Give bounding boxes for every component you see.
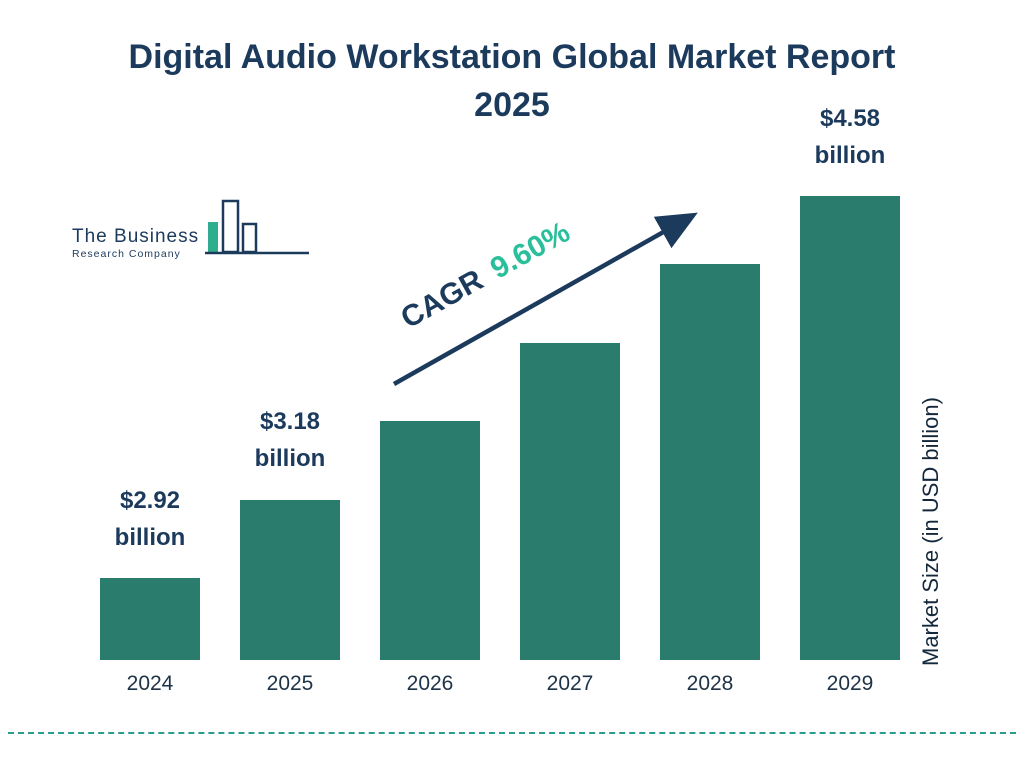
bar-value-label: $2.92 billion bbox=[114, 486, 186, 551]
bar-column: $2.92 billion 2024 bbox=[80, 100, 220, 695]
bar-chart-logo-icon bbox=[205, 199, 310, 255]
year-label: 2026 bbox=[406, 672, 454, 695]
logo-text: The Business Research Company bbox=[72, 226, 199, 260]
bar-chart: $2.92 billion 2024 $3.18 billion 2025 2026 2027… bbox=[80, 100, 920, 695]
bar-value-label: $3.18 billion bbox=[254, 408, 326, 473]
bar bbox=[240, 499, 340, 660]
company-logo: The Business Research Company bbox=[72, 198, 315, 260]
bar-column: 2028 bbox=[640, 100, 780, 695]
bar bbox=[800, 196, 900, 660]
bar bbox=[380, 421, 480, 660]
bar-column: 2027 bbox=[500, 100, 640, 695]
bar-column: 2026 bbox=[360, 100, 500, 695]
year-label: 2027 bbox=[546, 672, 594, 695]
bar-value-label: $4.58 billion bbox=[814, 105, 886, 170]
bar-column: $3.18 billion 2025 bbox=[220, 100, 360, 695]
bottom-dashed-divider bbox=[8, 732, 1016, 734]
bar bbox=[520, 342, 620, 660]
year-label: 2025 bbox=[266, 672, 314, 695]
page-title: Digital Audio Workstation Global Market … bbox=[128, 38, 896, 124]
y-axis-label: Market Size (in USD billion) bbox=[918, 397, 943, 666]
bar-column: $4.58 billion 2029 bbox=[780, 100, 920, 695]
logo-line2: Research Company bbox=[72, 248, 181, 260]
year-label: 2029 bbox=[826, 672, 874, 695]
bar bbox=[660, 264, 760, 660]
year-label: 2028 bbox=[686, 672, 734, 695]
year-label: 2024 bbox=[126, 672, 174, 695]
logo-line1: The Business bbox=[72, 226, 200, 247]
bar bbox=[100, 578, 200, 660]
